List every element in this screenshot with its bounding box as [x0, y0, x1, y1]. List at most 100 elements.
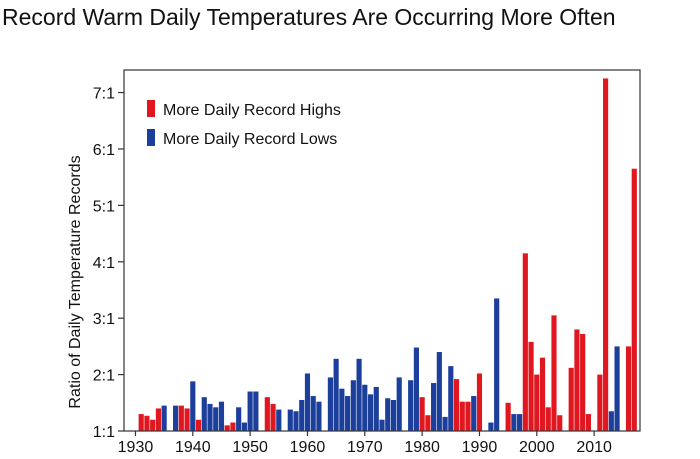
y-tick-label: 3:1: [93, 311, 115, 328]
y-axis-label: Ratio of Daily Temperature Records: [67, 155, 84, 408]
x-tick-label: 1960: [290, 439, 326, 456]
bar-record-highs-1986: [453, 379, 460, 431]
bar-record-lows-1992: [488, 422, 494, 431]
y-tick-label: 6:1: [93, 142, 115, 159]
bar-record-highs-2000: [534, 374, 540, 431]
bar-record-lows-1959: [299, 399, 305, 431]
bar-record-lows-1983: [436, 352, 442, 431]
bar-record-highs-1988: [465, 401, 471, 431]
x-tick-label: 1990: [462, 439, 498, 456]
bar-record-lows-1960: [304, 373, 311, 431]
bar-record-lows-1997: [517, 414, 523, 431]
y-tick-label: 5:1: [93, 198, 115, 215]
bar-record-highs-1953: [264, 397, 270, 431]
bar-record-highs-2008: [580, 333, 586, 431]
bar-record-lows-1955: [276, 409, 282, 431]
bar-record-lows-1972: [373, 387, 379, 431]
bar-record-highs-1932: [144, 415, 150, 431]
bar-record-lows-1966: [339, 388, 345, 431]
legend-label: More Daily Record Highs: [163, 102, 341, 119]
bar-record-lows-1969: [356, 358, 362, 431]
x-tick-label: 2000: [519, 439, 555, 456]
x-tick-label: 1950: [232, 439, 268, 456]
bar-record-highs-1995: [505, 402, 511, 431]
bar-record-lows-2014: [614, 346, 620, 431]
bar-record-lows-1970: [362, 384, 368, 431]
x-axis: 1930 1940 1950 1960 1970 1980 1990 2000 2010: [118, 431, 612, 456]
bar-record-lows-1976: [396, 377, 402, 431]
bar-record-lows-1942: [201, 397, 207, 431]
bar-record-lows-1996: [511, 414, 517, 431]
y-tick-label: 1:1: [93, 424, 115, 441]
bar-record-lows-1993: [494, 298, 500, 431]
bar-record-highs-1941: [195, 419, 202, 431]
bar-record-lows-1962: [316, 401, 322, 431]
legend: More Daily Record Highs More Daily Record…: [147, 100, 341, 148]
bar-record-lows-1964: [327, 377, 333, 431]
bar-record-highs-2001: [539, 357, 546, 431]
bar-record-lows-1943: [207, 403, 213, 431]
bar-record-lows-1961: [310, 396, 316, 431]
bar-record-lows-1957: [287, 409, 293, 431]
bar-record-highs-1931: [138, 414, 144, 431]
x-tick-label: 1980: [404, 439, 440, 456]
bar-record-lows-1948: [236, 407, 242, 431]
bar-record-highs-1999: [528, 341, 534, 431]
bar-record-lows-1950: [247, 391, 253, 431]
bar-record-lows-1949: [241, 422, 247, 431]
bar-record-lows-2013: [608, 411, 614, 431]
chart-title: Record Warm Daily Temperatures Are Occur…: [2, 4, 616, 30]
bar-record-highs-1938: [178, 405, 184, 431]
x-tick-label: 2010: [576, 439, 612, 456]
bar-record-lows-1979: [413, 347, 419, 431]
bar-record-lows-1968: [350, 380, 356, 431]
bar-record-lows-1978: [408, 380, 414, 431]
legend-label: More Daily Record Lows: [163, 131, 337, 148]
bar-record-lows-1984: [442, 416, 448, 431]
x-tick-label: 1940: [175, 439, 211, 456]
bar-record-lows-1937: [173, 405, 179, 431]
bar-record-highs-2016: [625, 346, 632, 431]
bar-record-highs-1934: [155, 408, 161, 431]
bar-record-highs-2007: [574, 329, 580, 431]
bar-record-highs-1939: [184, 408, 190, 431]
x-tick-label: 1930: [118, 439, 154, 456]
bar-record-highs-2002: [545, 407, 551, 431]
bar-record-lows-1967: [345, 396, 351, 431]
bar-record-highs-1987: [459, 401, 465, 431]
bar-record-highs-2017: [631, 168, 637, 431]
bar-record-highs-2003: [551, 315, 557, 431]
bar-record-lows-1985: [448, 366, 454, 431]
bar-record-lows-1982: [431, 383, 437, 431]
y-axis: 1:1 2:1 3:1 4:1 5:1 6:1 7:1: [93, 86, 124, 441]
bar-record-lows-1973: [379, 419, 385, 431]
bars-group: [138, 78, 637, 432]
bar-record-lows-1940: [190, 381, 196, 431]
legend-swatch: [147, 100, 155, 117]
bar-record-highs-2012: [603, 78, 609, 432]
bar-record-lows-1958: [293, 411, 299, 431]
bar-record-highs-1933: [150, 419, 156, 431]
bar-record-highs-2009: [585, 414, 591, 431]
bar-record-highs-2006: [568, 367, 574, 431]
plot-frame: [123, 69, 641, 432]
bar-record-highs-1947: [230, 422, 236, 431]
bar-record-highs-1980: [419, 397, 425, 431]
bar-record-highs-2004: [557, 415, 563, 431]
bar-record-lows-1971: [367, 394, 374, 431]
bar-record-lows-1951: [253, 391, 259, 431]
y-tick-label: 7:1: [93, 86, 115, 103]
legend-swatch: [147, 129, 155, 146]
y-tick-label: 4:1: [93, 255, 115, 272]
bar-record-highs-1946: [224, 425, 230, 431]
bar-record-lows-1965: [333, 358, 339, 431]
bar-record-lows-1975: [390, 399, 397, 431]
bar-record-highs-2011: [597, 374, 603, 431]
bar-record-lows-1989: [471, 396, 477, 431]
bar-record-highs-1998: [522, 253, 528, 431]
bar-record-lows-1935: [161, 405, 167, 431]
bar-record-lows-1974: [385, 398, 391, 431]
bar-record-highs-1990: [476, 373, 483, 431]
x-tick-label: 1970: [347, 439, 383, 456]
